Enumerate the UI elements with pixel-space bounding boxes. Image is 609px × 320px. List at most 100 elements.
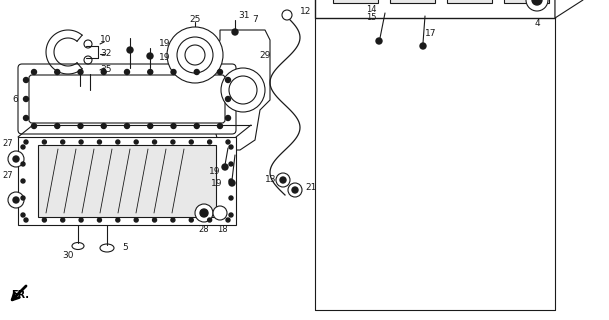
Circle shape	[21, 162, 25, 166]
Circle shape	[134, 218, 138, 222]
Circle shape	[189, 140, 193, 144]
Circle shape	[8, 192, 24, 208]
Circle shape	[24, 97, 29, 101]
Circle shape	[280, 177, 286, 183]
Circle shape	[24, 218, 28, 222]
Ellipse shape	[85, 89, 95, 95]
Circle shape	[217, 69, 222, 75]
Circle shape	[229, 162, 233, 166]
Circle shape	[21, 213, 25, 217]
Circle shape	[226, 140, 230, 144]
Circle shape	[13, 197, 19, 203]
Circle shape	[189, 218, 193, 222]
Circle shape	[217, 124, 222, 129]
Circle shape	[171, 218, 175, 222]
Text: 25: 25	[189, 15, 201, 25]
Circle shape	[208, 140, 212, 144]
Circle shape	[420, 43, 426, 49]
Text: 17: 17	[425, 28, 437, 37]
Circle shape	[148, 69, 153, 75]
Circle shape	[116, 218, 120, 222]
Text: 4: 4	[534, 19, 540, 28]
Circle shape	[225, 77, 230, 83]
Circle shape	[226, 218, 230, 222]
Circle shape	[171, 140, 175, 144]
Text: 6: 6	[12, 94, 18, 103]
Circle shape	[167, 27, 223, 83]
Circle shape	[200, 209, 208, 217]
Text: 31: 31	[238, 12, 250, 20]
Ellipse shape	[100, 244, 114, 252]
Circle shape	[229, 213, 233, 217]
Circle shape	[526, 0, 548, 11]
Text: 29: 29	[259, 51, 270, 60]
Ellipse shape	[72, 243, 84, 250]
Circle shape	[24, 140, 28, 144]
Circle shape	[24, 77, 29, 83]
Circle shape	[208, 218, 212, 222]
Circle shape	[221, 68, 265, 112]
Bar	[38, 145, 216, 217]
Circle shape	[152, 140, 157, 144]
Circle shape	[194, 124, 199, 129]
Text: 30: 30	[62, 251, 74, 260]
Circle shape	[21, 196, 25, 200]
Circle shape	[97, 218, 102, 222]
Circle shape	[79, 140, 83, 144]
Text: 10: 10	[100, 36, 111, 44]
Circle shape	[61, 140, 65, 144]
Circle shape	[32, 69, 37, 75]
Circle shape	[134, 140, 138, 144]
Text: 32: 32	[100, 50, 111, 59]
Text: 19: 19	[211, 179, 222, 188]
Text: 5: 5	[122, 244, 128, 252]
Bar	[315, 0, 555, 18]
Circle shape	[225, 116, 230, 121]
Circle shape	[43, 218, 46, 222]
Text: 14: 14	[366, 5, 376, 14]
Circle shape	[194, 69, 199, 75]
Circle shape	[21, 179, 25, 183]
Circle shape	[229, 179, 233, 183]
Ellipse shape	[76, 85, 84, 91]
Circle shape	[101, 124, 106, 129]
Circle shape	[282, 10, 292, 20]
Text: FR.: FR.	[11, 290, 29, 300]
Circle shape	[195, 204, 213, 222]
Circle shape	[532, 0, 542, 5]
Polygon shape	[447, 0, 492, 3]
Circle shape	[152, 218, 157, 222]
Circle shape	[43, 140, 46, 144]
Circle shape	[288, 183, 302, 197]
Circle shape	[276, 173, 290, 187]
Circle shape	[61, 218, 65, 222]
Circle shape	[213, 206, 227, 220]
Text: 21: 21	[305, 183, 316, 193]
Circle shape	[13, 156, 19, 162]
Circle shape	[171, 124, 176, 129]
Circle shape	[229, 196, 233, 200]
Circle shape	[225, 97, 230, 101]
Circle shape	[55, 69, 60, 75]
Circle shape	[232, 29, 238, 35]
Circle shape	[8, 151, 24, 167]
Text: 28: 28	[199, 226, 209, 235]
Polygon shape	[333, 0, 378, 3]
Text: 19: 19	[159, 53, 171, 62]
Circle shape	[376, 38, 382, 44]
Circle shape	[78, 69, 83, 75]
Circle shape	[177, 37, 213, 73]
Circle shape	[222, 164, 228, 170]
Polygon shape	[504, 0, 549, 3]
Circle shape	[124, 69, 130, 75]
Text: 13: 13	[264, 175, 276, 185]
Circle shape	[79, 218, 83, 222]
Circle shape	[147, 53, 153, 59]
Circle shape	[292, 187, 298, 193]
FancyBboxPatch shape	[18, 64, 236, 134]
Circle shape	[21, 145, 25, 149]
Polygon shape	[555, 0, 583, 18]
Text: 18: 18	[217, 226, 227, 235]
Circle shape	[101, 69, 106, 75]
Circle shape	[97, 140, 102, 144]
